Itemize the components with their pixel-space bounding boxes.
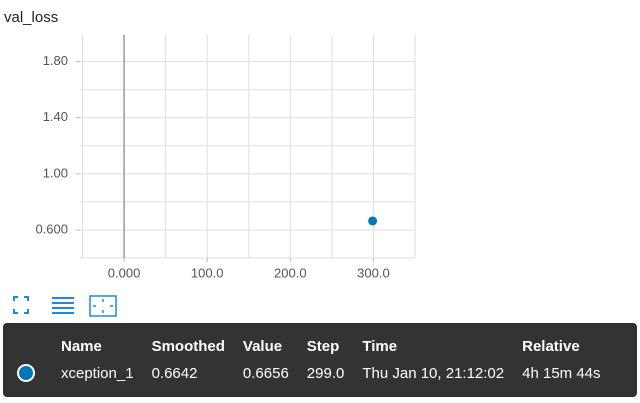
toolbar [13,295,117,317]
header: Name [61,338,102,355]
hover-point [368,216,378,226]
x-tick-label: 0.000 [108,265,141,280]
header: Time [362,338,398,355]
run-row: xception_1 0.6642 0.6656 299.0 Thu Jan 1… [17,361,619,385]
header-row: Name Smoothed Value Step Time Relative [17,335,619,361]
swatch-cell [17,361,61,385]
header: Value [242,338,283,355]
tooltip: Name Smoothed Value Step Time Relative x… [3,323,637,397]
y-tick-label: 1.00 [43,165,68,180]
cell: xception_1 [61,364,134,382]
chart-title: val_loss [4,9,58,26]
run-swatch [17,364,35,383]
spacer [17,335,61,361]
cell: 0.6642 [151,364,198,382]
header: Relative [522,338,580,355]
x-tick-label: 100.0 [191,265,224,280]
tooltip-table: Name Smoothed Value Step Time Relative x… [17,335,619,385]
y-tick-label: 1.40 [43,109,68,124]
header: Step [306,338,340,355]
cell: 0.6656 [242,364,289,382]
chart: val_loss 0.600 1.00 1.40 1.80 0.000 100.0 200.… [4,9,416,317]
y-tick-label: 0.600 [35,221,68,236]
fit-domain-button[interactable] [89,295,117,317]
x-tick-label: 300.0 [357,265,390,280]
log-scale-button[interactable] [52,297,74,314]
y-tick-label: 1.80 [43,53,68,68]
cell: Thu Jan 10, 21:12:02 [362,364,505,382]
x-tick-label: 200.0 [274,265,307,280]
fullscreen-button[interactable] [13,296,29,314]
cell: 299.0 [306,364,345,382]
header: Smoothed [151,338,225,355]
cell: 4h 15m 44s [522,364,601,382]
